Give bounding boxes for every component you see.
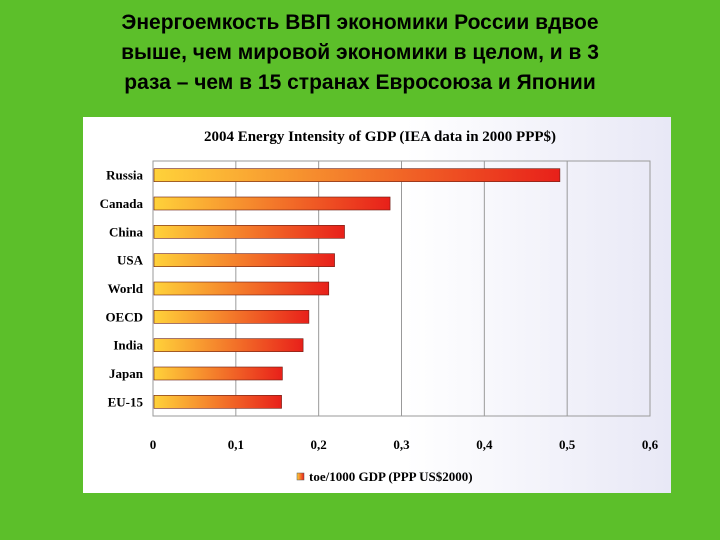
legend: toe/1000 GDP (PPP US$2000) xyxy=(296,469,473,484)
chart-title: 2004 Energy Intensity of GDP (IEA data i… xyxy=(204,129,556,145)
chart-frame: 2004 Energy Intensity of GDP (IEA data i… xyxy=(83,117,671,493)
x-tick-label: 0,1 xyxy=(228,437,244,452)
x-tick-label: 0,5 xyxy=(559,437,576,452)
slide-title-line-1: Энергоемкость ВВП экономики России вдвое xyxy=(121,11,599,34)
category-label-oecd: OECD xyxy=(105,309,143,324)
x-tick-label: 0 xyxy=(150,437,157,452)
category-label-china: China xyxy=(109,224,143,239)
x-tick-label: 0,2 xyxy=(311,437,327,452)
category-label-usa: USA xyxy=(117,253,144,268)
category-label-world: World xyxy=(108,281,144,296)
category-label-india: India xyxy=(113,338,143,353)
slide-title-line-2: выше, чем мировой экономики в целом, и в… xyxy=(121,41,599,64)
bar-oecd xyxy=(153,310,310,324)
bar-india xyxy=(153,338,304,352)
bars xyxy=(153,168,561,409)
category-label-japan: Japan xyxy=(109,366,144,381)
category-label-canada: Canada xyxy=(100,196,144,211)
slide-title: Энергоемкость ВВП экономики России вдвое… xyxy=(60,8,660,98)
bar-russia xyxy=(153,168,561,182)
legend-swatch xyxy=(296,472,305,481)
x-tick-label: 0,6 xyxy=(642,437,659,452)
slide-title-line-3: раза – чем в 15 странах Евросоюза и Япон… xyxy=(124,71,596,94)
bar-chart: 2004 Energy Intensity of GDP (IEA data i… xyxy=(100,129,659,484)
legend-label: toe/1000 GDP (PPP US$2000) xyxy=(309,469,473,484)
x-tick-labels: 0 0,1 0,2 0,3 0,4 0,5 0,6 xyxy=(150,437,659,452)
x-tick-label: 0,3 xyxy=(393,437,410,452)
bar-china xyxy=(153,225,345,239)
bar-usa xyxy=(153,253,335,267)
bar-world xyxy=(153,281,330,296)
category-label-eu-15: EU-15 xyxy=(108,394,144,409)
bar-japan xyxy=(153,366,283,381)
category-label-russia: Russia xyxy=(106,168,143,183)
bar-canada xyxy=(153,196,391,211)
x-tick-label: 0,4 xyxy=(476,437,493,452)
bar-eu-15 xyxy=(153,395,282,409)
category-labels: Russia Canada China USA World OECD India Japan E… xyxy=(100,168,144,410)
